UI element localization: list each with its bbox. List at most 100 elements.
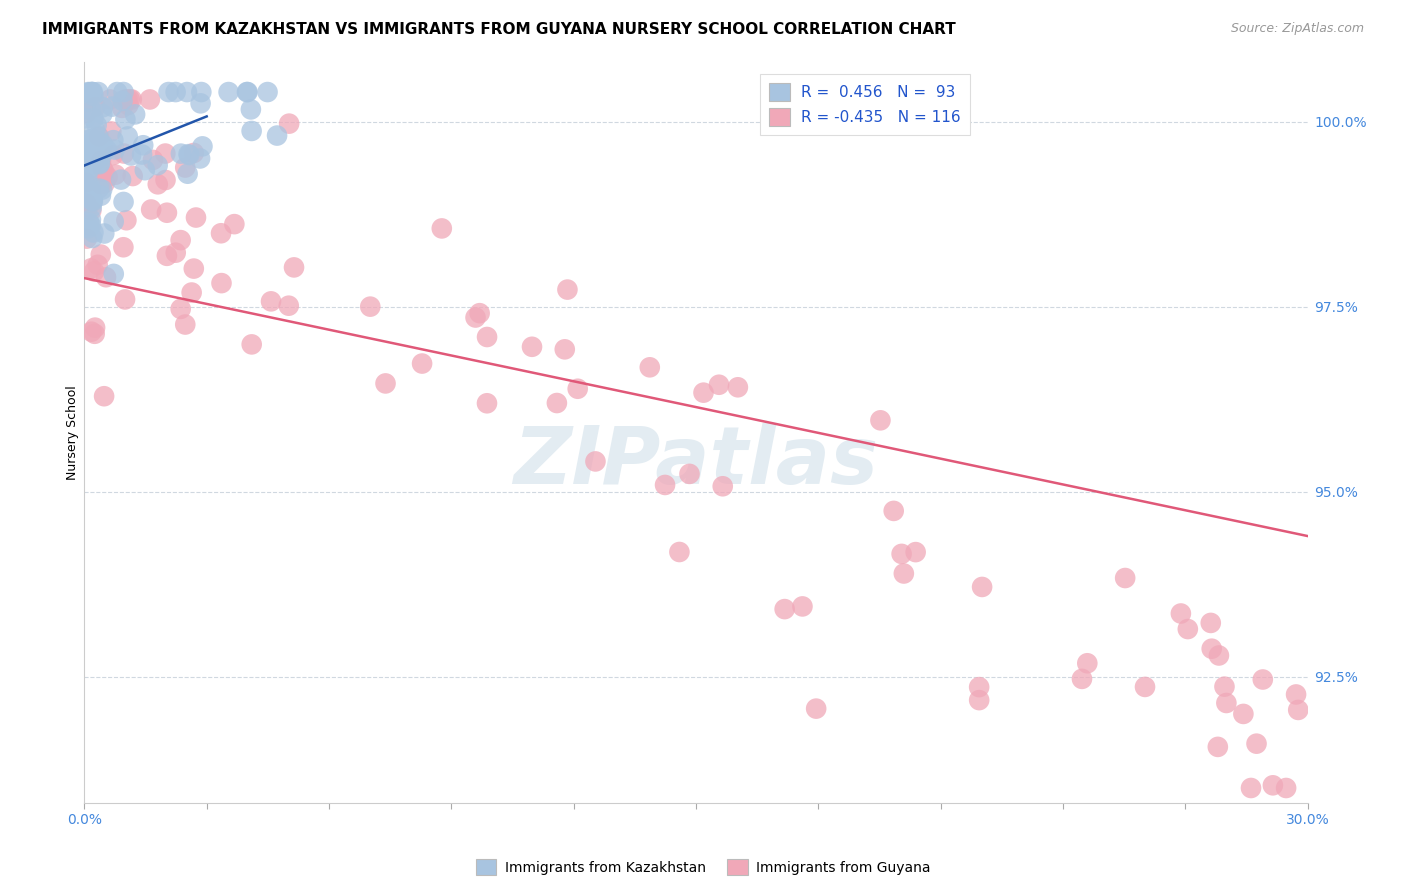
Point [80,218,103,232]
Point [91,100,114,114]
Point [1206,739,1229,754]
Point [707,377,730,392]
Point [114,93,136,107]
Point [76,95,98,109]
Point [176,85,198,99]
Point [103,133,125,147]
Point [82,194,104,209]
Point [94,270,117,285]
Point [86,118,108,132]
Point [131,147,153,161]
Point [118,93,141,107]
Point [104,143,127,157]
Point [711,479,734,493]
Point [190,85,212,99]
Point [104,168,127,182]
Point [1201,641,1223,656]
Point [117,129,139,144]
Point [82,85,104,99]
Point [218,85,240,99]
Point [554,343,576,357]
Point [654,478,676,492]
Point [1285,688,1308,702]
Point [111,94,134,108]
Point [76,133,98,147]
Point [1286,703,1309,717]
Point [83,122,105,136]
Point [183,145,205,160]
Point [169,233,191,247]
Point [89,157,111,171]
Point [893,566,915,581]
Point [157,85,180,99]
Point [188,152,211,166]
Point [1199,615,1222,630]
Point [103,214,125,228]
Y-axis label: Nursery School: Nursery School [66,385,79,480]
Point [174,161,197,175]
Point [75,176,97,190]
Text: Source: ZipAtlas.com: Source: ZipAtlas.com [1230,22,1364,36]
Point [170,146,193,161]
Point [191,139,214,153]
Point [80,85,103,99]
Point [727,380,749,394]
Point [87,181,110,195]
Point [79,161,101,176]
Point [77,215,100,229]
Point [90,188,112,202]
Point [883,504,905,518]
Point [76,170,98,185]
Point [139,93,162,107]
Point [83,149,105,163]
Point [1261,778,1284,792]
Point [75,153,97,167]
Point [411,357,433,371]
Point [75,179,97,194]
Point [256,85,278,99]
Point [1275,780,1298,795]
Point [84,320,107,334]
Point [1114,571,1136,585]
Point [84,100,107,114]
Point [112,85,135,99]
Point [430,221,453,235]
Point [89,135,111,149]
Point [156,205,179,219]
Point [240,124,263,138]
Point [87,129,110,144]
Point [1133,680,1156,694]
Text: IMMIGRANTS FROM KAZAKHSTAN VS IMMIGRANTS FROM GUYANA NURSERY SCHOOL CORRELATION : IMMIGRANTS FROM KAZAKHSTAN VS IMMIGRANTS… [42,22,956,37]
Point [155,173,177,187]
Point [967,680,990,694]
Point [180,285,202,300]
Point [82,193,104,207]
Point [82,112,104,126]
Point [668,545,690,559]
Point [773,602,796,616]
Point [176,167,198,181]
Point [90,247,112,261]
Point [134,163,156,178]
Point [278,117,301,131]
Point [170,301,193,316]
Point [266,128,288,143]
Legend: Immigrants from Kazakhstan, Immigrants from Guyana: Immigrants from Kazakhstan, Immigrants f… [470,854,936,880]
Point [1071,672,1094,686]
Point [91,107,114,121]
Point [93,227,115,241]
Point [111,101,134,115]
Point [101,148,124,162]
Point [177,147,200,161]
Point [80,103,103,117]
Point [79,136,101,150]
Point [546,396,568,410]
Point [87,129,110,144]
Point [121,93,143,107]
Point [82,88,104,103]
Point [1213,680,1236,694]
Point [80,261,103,276]
Point [1208,648,1230,663]
Text: ZIPatlas: ZIPatlas [513,423,879,501]
Point [82,157,104,171]
